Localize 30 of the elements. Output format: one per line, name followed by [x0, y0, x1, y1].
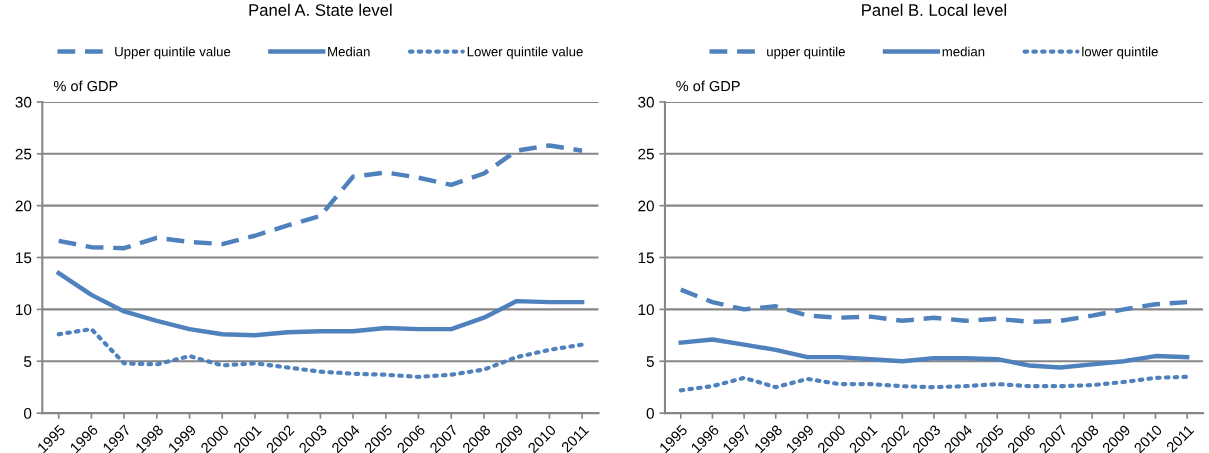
legend-label: upper quintile	[767, 46, 845, 59]
line-series	[56, 327, 585, 379]
line-series	[56, 143, 585, 251]
legend-label: median	[942, 46, 985, 57]
legend-label: Upper quintile value	[115, 46, 231, 59]
y-axis-title: % of GDP	[676, 80, 740, 92]
line-series	[678, 374, 1190, 393]
y-tick-label: 5	[24, 356, 32, 367]
y-tick-label: 30	[15, 96, 32, 108]
y-tick-label: 20	[638, 200, 654, 212]
legend-label: Median	[328, 46, 370, 57]
y-tick-label: 25	[15, 148, 32, 160]
y-tick-label: 0	[24, 408, 32, 419]
y-tick-label: 25	[638, 148, 654, 160]
y-tick-label: 10	[638, 304, 654, 316]
legend-label: Lower quintile value	[467, 46, 583, 59]
line-series	[678, 287, 1190, 325]
legend-label: lower quintile	[1082, 46, 1158, 59]
y-tick-label: 15	[16, 252, 32, 264]
y-tick-label: 0	[646, 408, 654, 419]
y-tick-label: 30	[638, 96, 654, 108]
line-series	[56, 270, 585, 338]
y-tick-label: 20	[15, 200, 32, 212]
line-series	[678, 337, 1190, 370]
y-tick-label: 5	[646, 356, 654, 367]
y-tick-label: 10	[16, 304, 32, 316]
y-tick-label: 15	[638, 252, 654, 264]
y-axis-title: % of GDP	[53, 80, 118, 92]
chart-title: Panel B. Local level	[862, 3, 1007, 16]
chart-title: Panel A. State level	[249, 3, 392, 16]
